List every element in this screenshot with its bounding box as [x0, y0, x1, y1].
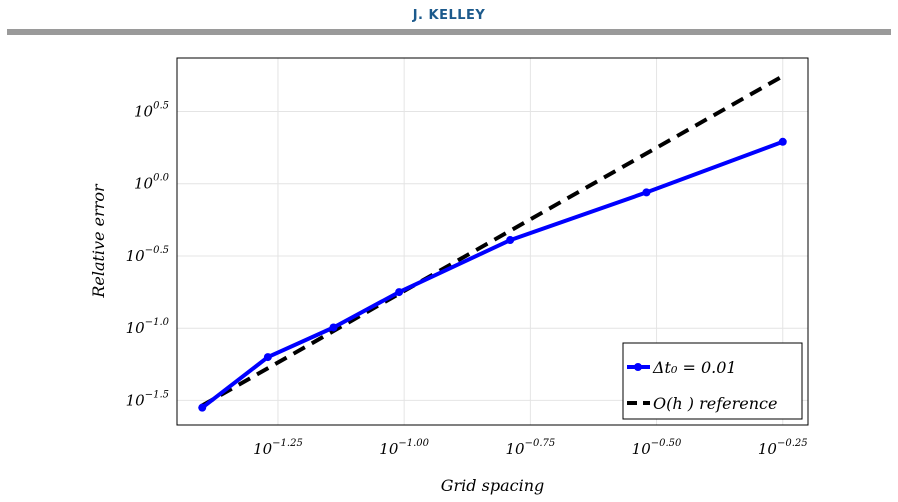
page-header: J. KELLEY [0, 0, 898, 40]
legend: Δt₀ = 0.01 O(h ) reference [622, 342, 803, 420]
x-tick-label-3: 10−0.50 [632, 438, 682, 458]
y-tick-label-2: 10−0.5 [126, 245, 169, 265]
y-tick-label-0: 10−1.5 [126, 389, 169, 409]
series-line-2 [201, 74, 784, 408]
legend-marker-series-1 [634, 363, 642, 371]
series-1-point-6 [778, 137, 787, 146]
y-tick-label-1: 10−1.0 [126, 317, 170, 337]
x-axis-label: Grid spacing [441, 476, 545, 495]
series-1-point-5 [642, 188, 651, 197]
x-tick-label-2: 10−0.75 [505, 438, 555, 458]
series-1-point-3 [395, 288, 404, 297]
x-tick-label-4: 10−0.25 [758, 438, 808, 458]
y-tick-label-4: 100.5 [134, 100, 169, 120]
legend-label-series-1: Δt₀ = 0.01 [652, 358, 737, 377]
header-rule [7, 29, 891, 35]
header-title: J. KELLEY [412, 8, 486, 23]
y-tick-label-3: 100.0 [134, 173, 170, 193]
series-1-point-1 [263, 353, 272, 362]
legend-label-series-2: O(h ) reference [653, 394, 777, 413]
series-1-point-0 [198, 403, 207, 412]
series-layer [198, 74, 787, 412]
x-tick-label-1: 10−1.00 [379, 438, 429, 458]
legend-box [622, 342, 803, 420]
y-tick-labels: 10−1.5 10−1.0 10−0.5 100.0 100.5 [126, 100, 170, 409]
x-tick-labels: 10−1.25 10−1.00 10−0.75 10−0.50 10−0.25 [253, 438, 808, 458]
series-1-point-4 [506, 236, 515, 245]
plot-frame [176, 57, 809, 426]
y-axis-label: Relative error [89, 183, 108, 299]
series-1-point-2 [329, 323, 338, 332]
x-tick-label-0: 10−1.25 [253, 438, 303, 458]
grid-lines [177, 58, 808, 425]
